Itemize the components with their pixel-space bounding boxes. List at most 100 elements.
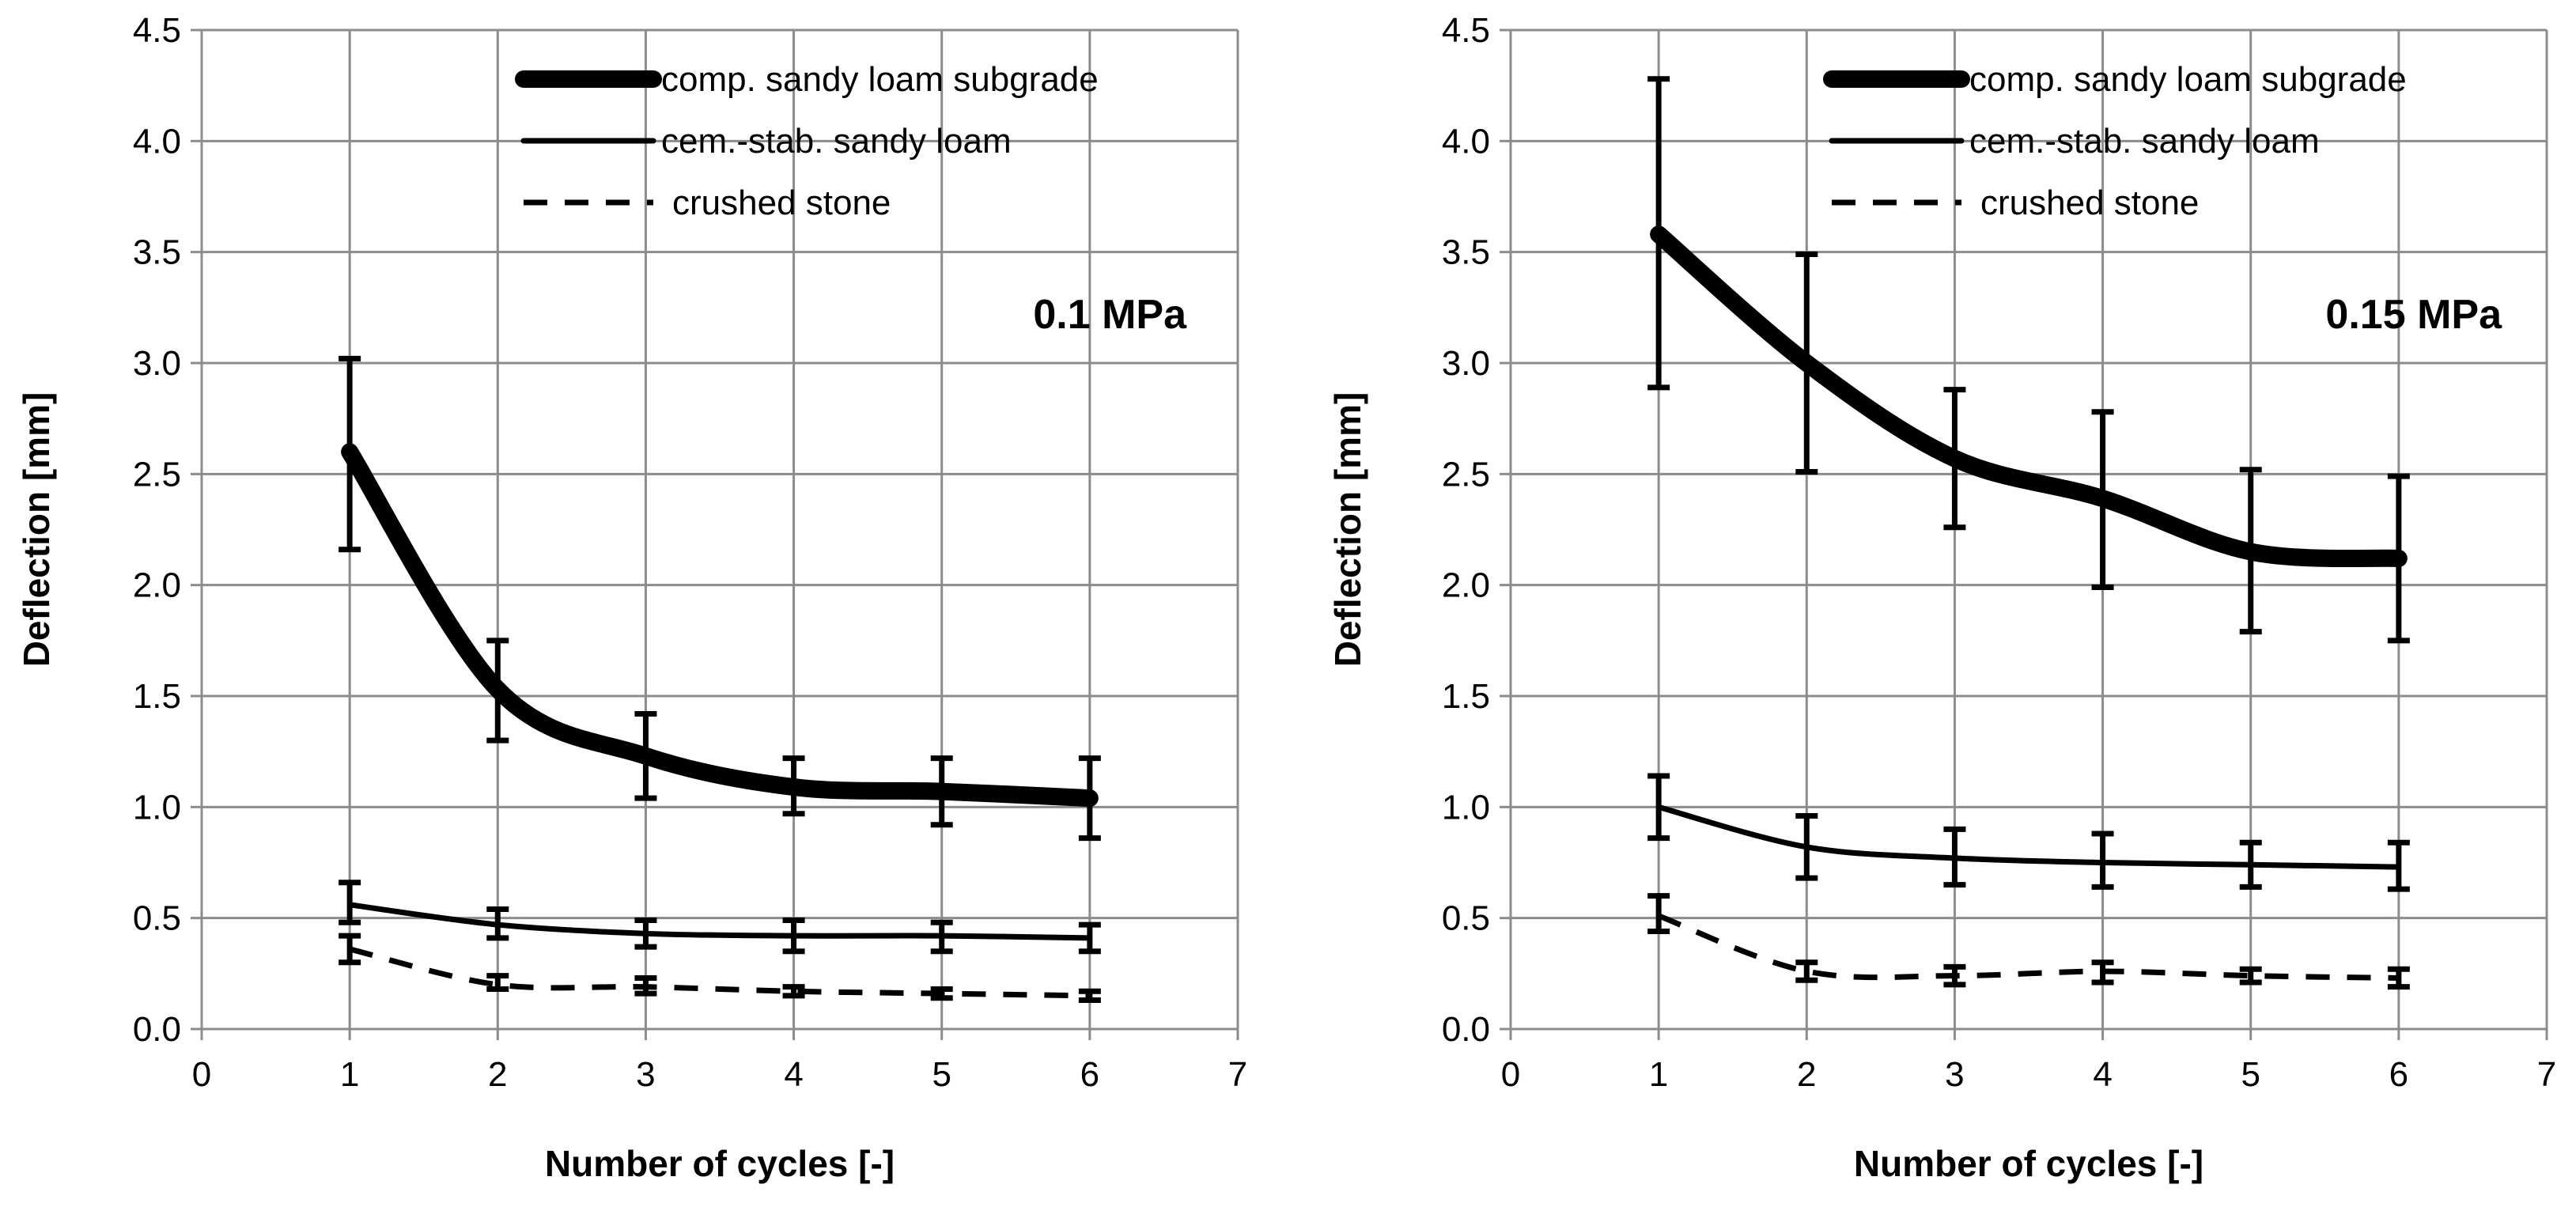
y-tick-label: 1.0 — [133, 788, 181, 827]
y-tick-label: 0.0 — [133, 1010, 181, 1049]
x-tick-label: 7 — [1228, 1055, 1247, 1094]
legend-label: crushed stone — [1980, 184, 2199, 222]
error-bar — [2239, 839, 2262, 890]
legend-label: cem.-stab. sandy loam — [1969, 122, 2320, 161]
error-bar — [2091, 831, 2114, 890]
series-2 — [339, 880, 1101, 955]
x-tick-label: 6 — [2389, 1055, 2408, 1094]
x-tick-label: 3 — [1945, 1055, 1964, 1094]
x-tick-label: 4 — [784, 1055, 803, 1094]
error-bar — [1647, 76, 1670, 391]
y-tick-label: 3.0 — [1442, 344, 1490, 383]
gridlines — [191, 28, 1239, 1040]
error-bar — [339, 933, 361, 966]
error-bar — [930, 755, 953, 828]
error-bar — [486, 906, 509, 941]
error-bar — [2387, 966, 2410, 990]
series-1 — [1647, 76, 2410, 644]
error-bar — [1943, 963, 1966, 988]
error-bar — [1078, 988, 1101, 1004]
x-tick-label: 5 — [2241, 1055, 2260, 1094]
error-bar — [930, 986, 953, 1001]
y-tick-label: 3.5 — [1442, 233, 1490, 272]
error-bar — [339, 355, 361, 553]
series-line — [349, 946, 1090, 999]
series-1 — [339, 355, 1101, 842]
y-tick-label: 3.0 — [133, 344, 181, 383]
legend: comp. sandy loam subgrade cem.-stab. sand… — [515, 60, 1099, 222]
legend-label: comp. sandy loam subgrade — [1969, 60, 2407, 99]
y-tick-label: 4.5 — [1442, 11, 1490, 50]
y-tick-label: 0.5 — [1442, 899, 1490, 938]
error-bar — [2387, 473, 2410, 644]
series-line — [1657, 913, 2399, 981]
error-bar — [1795, 813, 1818, 881]
x-tick-label: 2 — [1797, 1055, 1816, 1094]
y-axis-title: Deflection [mm] — [1327, 392, 1368, 668]
error-bar — [486, 973, 509, 992]
x-tick-label: 6 — [1080, 1055, 1099, 1094]
series-3 — [339, 933, 1101, 1004]
error-bar — [634, 917, 657, 950]
y-axis-title: Deflection [mm] — [16, 392, 57, 668]
y-tick-label: 3.5 — [133, 233, 181, 272]
error-bar — [1943, 387, 1966, 531]
error-bar — [1078, 755, 1101, 842]
x-tick-label: 3 — [636, 1055, 655, 1094]
error-bar — [1647, 773, 1670, 842]
series-line — [346, 902, 1093, 941]
error-bar — [1647, 893, 1670, 935]
y-tick-label: 4.0 — [1442, 122, 1490, 161]
y-tick-label: 1.0 — [1442, 788, 1490, 827]
error-bar — [782, 984, 805, 999]
legend-label: comp. sandy loam subgrade — [661, 60, 1099, 99]
x-tick-label: 4 — [2093, 1055, 2112, 1094]
pressure-annotation: 0.1 MPa — [1033, 292, 1187, 338]
pressure-annotation: 0.15 MPa — [2325, 292, 2502, 338]
error-bar — [2239, 966, 2262, 986]
y-tick-label: 4.0 — [133, 122, 181, 161]
y-tick-label: 2.5 — [133, 455, 181, 494]
error-bar — [782, 917, 805, 955]
legend-label: cem.-stab. sandy loam — [661, 122, 1012, 161]
error-bar — [2091, 409, 2114, 590]
error-bar — [1795, 251, 1818, 475]
error-bar — [2091, 959, 2114, 986]
error-bar — [2387, 839, 2410, 892]
series-line — [341, 443, 1099, 808]
chart-panel-1: 0.0 0.5 1.0 1.5 2.0 2.5 3.0 3.5 4.0 4.5 0 1 2 3 4 5 6 7 De… — [16, 11, 1247, 1184]
x-tick-label: 7 — [2537, 1055, 2556, 1094]
y-tick-label: 1.5 — [133, 677, 181, 716]
x-tick-label: 1 — [1649, 1055, 1668, 1094]
error-bar — [2239, 467, 2262, 635]
series-2 — [1647, 773, 2410, 892]
error-bar — [634, 974, 657, 997]
x-tick-label: 5 — [932, 1055, 951, 1094]
y-tick-label: 2.5 — [1442, 455, 1490, 494]
series-3 — [1647, 893, 2410, 990]
error-bar — [782, 755, 805, 817]
error-bar — [634, 710, 657, 801]
x-tick-label: 0 — [1501, 1055, 1520, 1094]
y-tick-label: 2.0 — [1442, 566, 1490, 605]
error-bar — [486, 638, 509, 743]
x-tick-label: 2 — [488, 1055, 507, 1094]
y-tick-label: 1.5 — [1442, 677, 1490, 716]
x-axis-title: Number of cycles [-] — [1854, 1143, 2203, 1184]
error-bar — [1795, 959, 1818, 983]
series-line — [1650, 225, 2408, 568]
error-bar — [1078, 921, 1101, 955]
chart-panel-2: 0.0 0.5 1.0 1.5 2.0 2.5 3.0 3.5 4.0 4.5 0 1 2 3 4 5 6 7 De… — [1327, 11, 2556, 1184]
error-bar — [1943, 826, 1966, 888]
error-bar — [339, 880, 361, 925]
error-bar — [930, 919, 953, 955]
y-tick-label: 0.0 — [1442, 1010, 1490, 1049]
x-axis-title: Number of cycles [-] — [545, 1143, 895, 1184]
y-tick-label: 2.0 — [133, 566, 181, 605]
legend: comp. sandy loam subgrade cem.-stab. sand… — [1823, 60, 2407, 222]
x-tick-label: 1 — [340, 1055, 359, 1094]
y-tick-label: 0.5 — [133, 899, 181, 938]
y-tick-label: 4.5 — [133, 11, 181, 50]
